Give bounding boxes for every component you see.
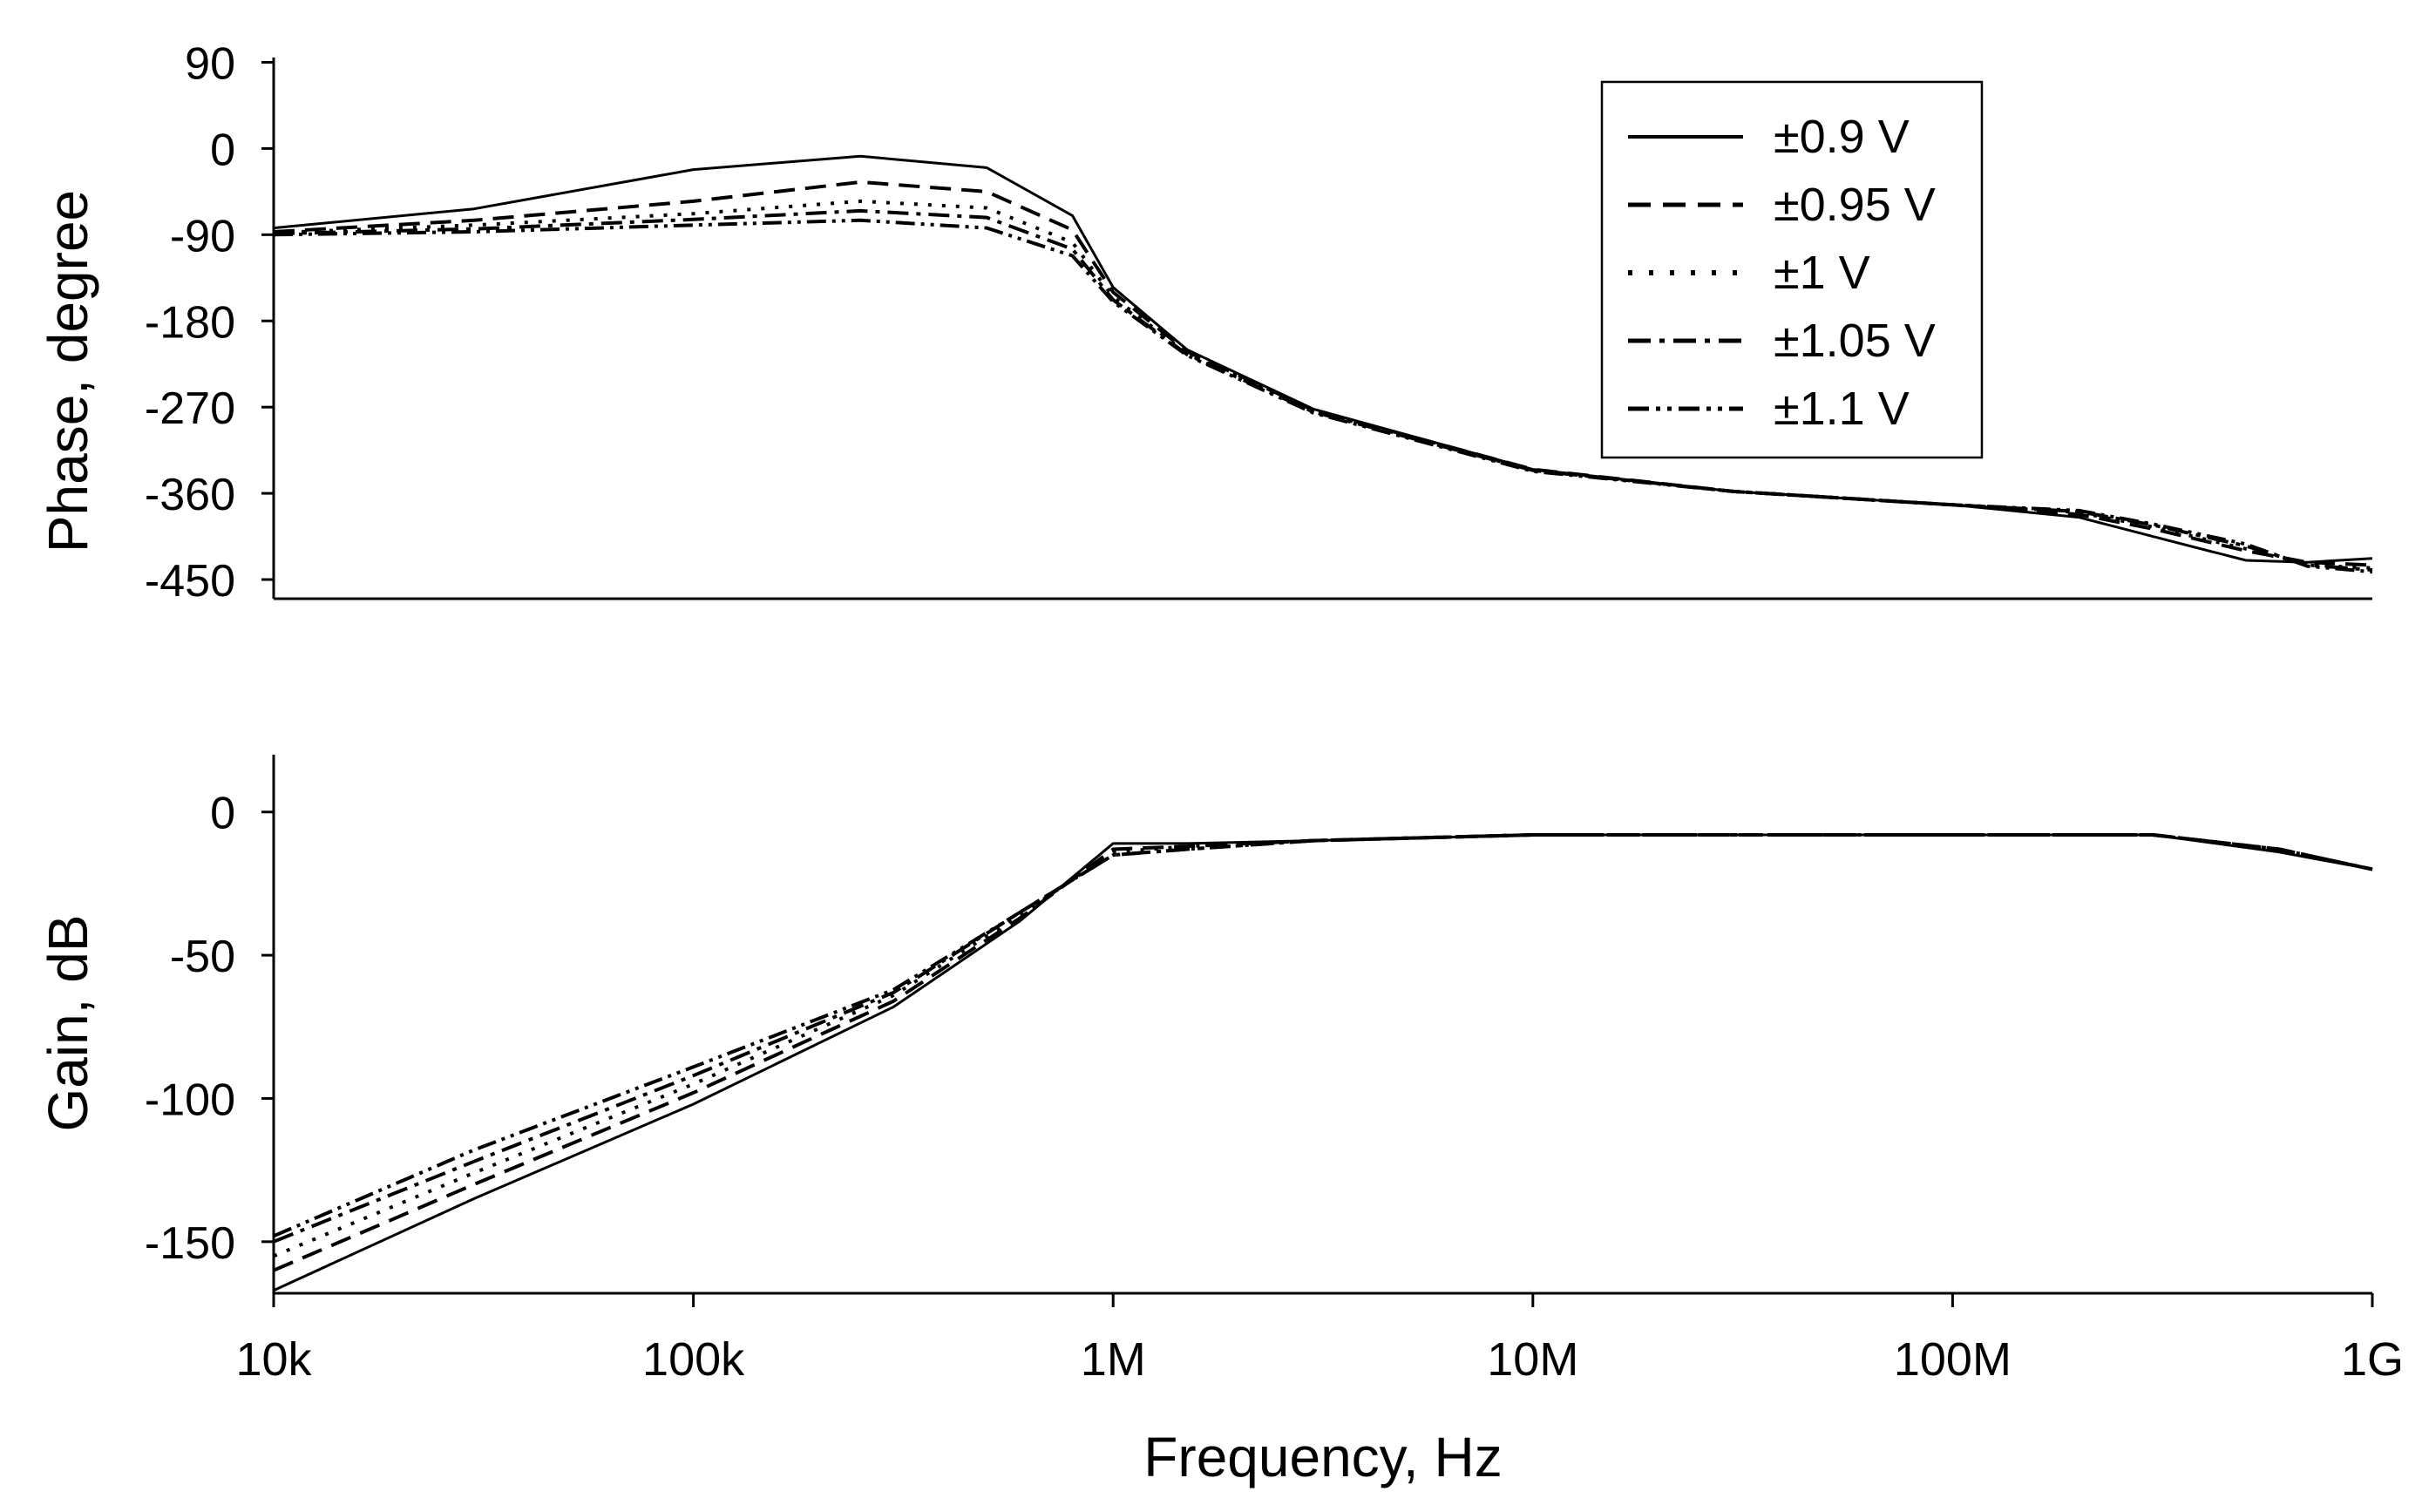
gain-y-ticks: 0 -50 -100 -150 [145,789,274,1269]
phase-y-ticks: 90 0 -90 -180 -270 -360 -450 [145,38,274,607]
legend-label: ±0.9 V [1774,111,1910,163]
frequency-x-ticks: 10k 100k 1M 10M 100M 1G [235,1293,2404,1386]
x-tick-label: 100M [1894,1333,2012,1386]
legend-label: ±0.95 V [1774,179,1936,231]
gain-y-axis-label: Gain, dB [37,914,99,1131]
phase-series-dashdotdot [273,218,2373,574]
gain-y-tick-label: 0 [210,789,235,839]
gain-panel: 0 -50 -100 -150 10k 100k 1M 10M 100M 1G Gain, dB… [37,755,2404,1488]
x-axis-label: Frequency, Hz [1143,1426,1502,1488]
x-tick-label: 100k [642,1333,745,1386]
legend-entry: ±1 V [1628,247,1870,299]
phase-y-tick-label: -360 [145,470,235,520]
gain-series-lines [273,833,2373,1292]
phase-y-axis-label: Phase, degree [37,190,99,553]
phase-y-tick-label: -270 [145,383,235,434]
phase-series-dashed [273,180,2373,567]
legend-box [1600,80,1984,459]
legend: ±0.9 V ±0.95 V ±1 V ±1.05 V ±1.1 V [1600,80,1984,459]
x-tick-label: 1M [1081,1333,1146,1386]
x-tick-label: 1G [2341,1333,2404,1386]
phase-series-dotted [273,199,2373,570]
gain-series-dashdotdot [273,833,2373,1238]
phase-y-tick-label: 0 [210,125,235,175]
legend-label: ±1.1 V [1774,383,1910,435]
legend-entry: ±1.1 V [1628,383,1910,435]
x-tick-label: 10M [1487,1333,1578,1386]
phase-y-tick-label: -450 [145,556,235,607]
legend-label: ±1.05 V [1774,315,1936,367]
legend-entry: ±0.9 V [1628,111,1910,163]
phase-series-dashdot [273,208,2373,572]
phase-series-lines [273,154,2373,574]
x-tick-label: 10k [235,1333,312,1386]
phase-y-tick-label: -180 [145,297,235,348]
phase-panel: 90 0 -90 -180 -270 -360 -450 Phase, degree ±0.… [37,38,2373,607]
phase-y-tick-label: 90 [185,38,235,89]
gain-y-tick-label: -100 [145,1075,235,1125]
legend-entry: ±1.05 V [1628,315,1936,367]
gain-y-tick-label: -150 [145,1218,235,1269]
gain-y-tick-label: -50 [170,932,235,982]
legend-entry: ±0.95 V [1628,179,1936,231]
legend-label: ±1 V [1774,247,1870,299]
phase-y-tick-label: -90 [170,211,235,261]
